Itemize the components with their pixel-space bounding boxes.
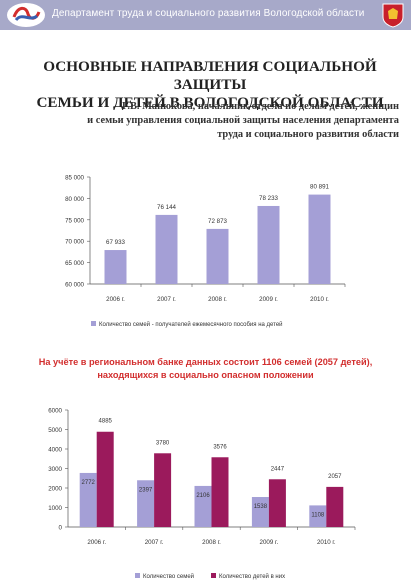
bar-children bbox=[268, 479, 286, 527]
x-tick-label: 2010 г. bbox=[310, 296, 329, 303]
x-tick-label: 2006 г. bbox=[87, 539, 106, 546]
y-tick-label: 5000 bbox=[48, 427, 62, 434]
bar-children bbox=[96, 431, 114, 527]
data-label: 2057 bbox=[328, 474, 342, 480]
y-tick-label: 3000 bbox=[48, 466, 62, 473]
x-tick-label: 2007 г. bbox=[145, 539, 164, 546]
coat-of-arms-icon bbox=[382, 3, 404, 28]
bar-families bbox=[194, 485, 212, 527]
data-label: 3780 bbox=[156, 440, 170, 446]
legend-label: Количество детей в них bbox=[219, 573, 285, 580]
note-line: находящихся в социально опасном положени… bbox=[97, 369, 314, 380]
article-title-line: ОСНОВНЫЕ НАПРАВЛЕНИЯ СОЦИАЛЬНОЙ ЗАЩИТЫ bbox=[43, 58, 377, 93]
y-tick-label: 6000 bbox=[48, 408, 62, 415]
y-tick-label: 85 000 bbox=[65, 175, 84, 182]
y-tick-label: 2000 bbox=[48, 486, 62, 493]
x-tick-label: 2010 г. bbox=[317, 539, 336, 546]
bar bbox=[206, 228, 229, 284]
bar-families bbox=[137, 480, 155, 527]
register-note: На учёте в региональном банке данных сос… bbox=[10, 356, 401, 381]
y-tick-label: 1000 bbox=[48, 505, 62, 512]
x-tick-label: 2008 г. bbox=[202, 539, 221, 546]
data-label: 80 891 bbox=[310, 184, 329, 191]
article-title-line: СЕМЬИ И ДЕТЕЙ В ВОЛОГОДСКОЙ ОБЛАСТИ bbox=[36, 94, 384, 111]
x-tick-label: 2007 г. bbox=[157, 296, 176, 303]
data-label: 1538 bbox=[254, 504, 268, 510]
x-tick-label: 2006 г. bbox=[106, 296, 125, 303]
bar-children bbox=[326, 486, 344, 527]
families-at-risk-chart: 0 1000 2000 3000 4000 5000 6000 2772 4885 2006 г.… bbox=[48, 408, 356, 580]
data-label: 76 144 bbox=[157, 204, 176, 211]
families-benefit-chart: 60 000 65 000 70 000 75 000 80 000 85 000 67 9… bbox=[65, 175, 346, 328]
data-label: 2772 bbox=[82, 480, 96, 486]
bar-children bbox=[154, 453, 172, 527]
department-logo-icon bbox=[7, 3, 45, 27]
data-label: 1108 bbox=[311, 512, 325, 518]
y-tick-label: 70 000 bbox=[65, 239, 84, 246]
data-label: 67 933 bbox=[106, 239, 125, 246]
legend-label: Количество семей bbox=[143, 573, 194, 580]
article-author: Г.В. Манюкова, начальник отдела по делам… bbox=[9, 100, 399, 142]
data-label: 2447 bbox=[271, 466, 285, 472]
y-tick-label: 0 bbox=[59, 525, 63, 532]
x-tick-label: 2008 г. bbox=[208, 296, 227, 303]
data-label: 4885 bbox=[99, 419, 113, 425]
bar bbox=[155, 214, 178, 284]
data-label: 2397 bbox=[139, 487, 153, 493]
legend-swatch bbox=[211, 573, 216, 578]
x-tick-label: 2009 г. bbox=[259, 296, 278, 303]
data-label: 2106 bbox=[196, 493, 210, 499]
author-line: труда и социального развития области bbox=[217, 129, 399, 140]
bar-families bbox=[251, 497, 269, 527]
author-line: Г.В. Манюкова, начальник отдела по делам… bbox=[121, 101, 399, 112]
x-tick-label: 2009 г. bbox=[260, 539, 279, 546]
bar-children bbox=[211, 457, 229, 527]
page-header: Департамент труда и социального развития… bbox=[0, 0, 411, 30]
bar-families bbox=[309, 505, 327, 527]
y-tick-label: 80 000 bbox=[65, 196, 84, 203]
y-tick-label: 60 000 bbox=[65, 282, 84, 289]
y-tick-label: 4000 bbox=[48, 447, 62, 454]
y-tick-label: 65 000 bbox=[65, 260, 84, 267]
data-label: 3576 bbox=[213, 444, 227, 450]
author-line: и семьи управления социальной защиты нас… bbox=[87, 115, 399, 126]
note-line: На учёте в региональном банке данных сос… bbox=[38, 357, 373, 367]
bar bbox=[257, 205, 280, 284]
legend-swatch bbox=[91, 321, 96, 326]
bar bbox=[104, 250, 127, 284]
header-title: Департамент труда и социального развития… bbox=[52, 8, 365, 19]
data-label: 72 873 bbox=[208, 218, 227, 225]
y-tick-label: 75 000 bbox=[65, 217, 84, 224]
data-label: 78 233 bbox=[259, 195, 278, 202]
bar bbox=[308, 194, 331, 284]
legend-label: Количество семей - получателей ежемесячн… bbox=[99, 321, 283, 328]
article-title: ОСНОВНЫЕ НАПРАВЛЕНИЯ СОЦИАЛЬНОЙ ЗАЩИТЫ С… bbox=[18, 58, 402, 112]
legend-swatch bbox=[135, 573, 140, 578]
bar-families bbox=[79, 472, 97, 527]
